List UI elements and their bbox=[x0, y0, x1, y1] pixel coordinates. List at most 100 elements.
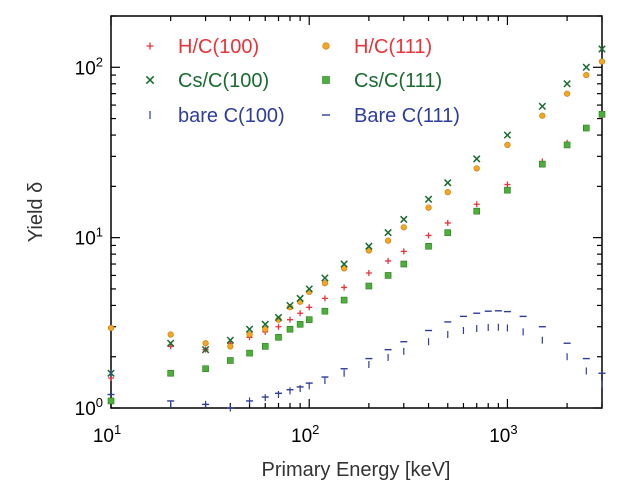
data-point bbox=[504, 141, 511, 149]
data-point bbox=[166, 339, 175, 347]
data-point bbox=[146, 42, 154, 50]
series-3 bbox=[107, 110, 606, 405]
data-point bbox=[473, 201, 480, 208]
legend-item: bare C(100) bbox=[149, 105, 285, 127]
data-point bbox=[167, 343, 174, 350]
data-point bbox=[306, 304, 313, 311]
data-point bbox=[321, 274, 329, 282]
data-point bbox=[322, 76, 330, 84]
series-4 bbox=[110, 323, 603, 412]
legend-label: Cs/C(100) bbox=[178, 70, 269, 92]
data-point bbox=[583, 71, 590, 79]
legend-label: Bare C(111) bbox=[354, 105, 460, 127]
legend-label: Cs/C(111) bbox=[354, 70, 442, 92]
data-point bbox=[227, 343, 234, 350]
data-point bbox=[538, 102, 547, 111]
x-tick-label: 102 bbox=[291, 422, 319, 447]
data-point bbox=[227, 357, 234, 364]
data-point bbox=[583, 124, 590, 132]
data-point bbox=[201, 345, 210, 354]
data-point bbox=[262, 326, 269, 333]
data-point bbox=[400, 215, 408, 224]
data-point bbox=[305, 316, 313, 323]
data-point bbox=[539, 112, 546, 119]
data-point bbox=[444, 189, 451, 196]
data-point bbox=[384, 228, 392, 237]
x-tick-label: 101 bbox=[93, 422, 121, 447]
legend-label: bare C(100) bbox=[178, 105, 285, 127]
data-point bbox=[275, 323, 282, 330]
data-point bbox=[246, 331, 253, 338]
data-point bbox=[107, 324, 115, 332]
data-point bbox=[400, 248, 407, 255]
data-point bbox=[444, 229, 452, 236]
data-point bbox=[365, 247, 372, 254]
data-point bbox=[296, 320, 304, 328]
legend-item: Bare C(111) bbox=[322, 105, 460, 127]
data-point bbox=[472, 155, 481, 163]
data-point bbox=[261, 320, 269, 329]
data-point bbox=[167, 369, 174, 377]
y-tick-label: 100 bbox=[75, 395, 103, 420]
legend-item: Cs/C(111) bbox=[322, 70, 442, 92]
data-point bbox=[286, 301, 294, 310]
y-tick-label: 101 bbox=[75, 225, 103, 250]
data-point bbox=[400, 260, 408, 268]
x-axis-label: Primary Energy [keV] bbox=[262, 459, 451, 481]
x-tick-label: 103 bbox=[489, 422, 517, 447]
data-point bbox=[563, 80, 571, 88]
data-point bbox=[340, 296, 348, 304]
data-point bbox=[275, 334, 282, 341]
data-point bbox=[322, 42, 330, 50]
data-point bbox=[504, 186, 511, 194]
series-5 bbox=[107, 310, 606, 409]
data-point bbox=[444, 219, 451, 226]
data-point bbox=[598, 45, 606, 53]
legend: H/C(100) H/C(111) Cs/C(100) Cs/C(111) bare C… bbox=[145, 36, 460, 127]
data-point bbox=[321, 295, 328, 302]
data-point bbox=[340, 260, 348, 268]
data-point bbox=[245, 325, 254, 333]
data-point bbox=[598, 58, 606, 65]
legend-item: H/C(100) bbox=[146, 36, 259, 58]
data-point bbox=[365, 242, 373, 250]
data-point bbox=[563, 90, 571, 97]
data-point bbox=[425, 204, 432, 211]
data-point bbox=[582, 63, 591, 72]
data-point bbox=[473, 165, 480, 172]
legend-item: Cs/C(100) bbox=[145, 70, 269, 92]
data-point bbox=[341, 265, 348, 272]
y-tick-label: 102 bbox=[75, 54, 103, 79]
data-point bbox=[297, 310, 304, 317]
data-point bbox=[598, 110, 606, 118]
plot-area bbox=[110, 15, 603, 409]
data-point bbox=[274, 313, 283, 322]
legend-item: H/C(111) bbox=[322, 36, 432, 58]
data-point bbox=[341, 284, 348, 291]
data-point bbox=[539, 160, 546, 168]
legend-label: H/C(100) bbox=[178, 36, 259, 58]
data-point bbox=[504, 181, 511, 188]
data-point bbox=[145, 75, 155, 85]
y-axis-label: Yield δ bbox=[25, 182, 47, 242]
data-point bbox=[246, 349, 253, 357]
data-point bbox=[321, 280, 329, 287]
legend-label: H/C(111) bbox=[354, 36, 432, 58]
data-point bbox=[286, 325, 294, 333]
data-point bbox=[365, 282, 373, 290]
data-point bbox=[444, 179, 452, 187]
data-point bbox=[385, 257, 392, 264]
data-point bbox=[321, 307, 329, 315]
data-point bbox=[287, 316, 294, 323]
data-point bbox=[400, 224, 407, 231]
data-point bbox=[167, 331, 174, 338]
data-point bbox=[305, 285, 313, 293]
data-point bbox=[202, 365, 209, 373]
data-point bbox=[296, 294, 304, 303]
data-point bbox=[365, 270, 372, 277]
series-layer bbox=[107, 45, 606, 412]
data-point bbox=[425, 242, 432, 250]
data-point bbox=[425, 232, 432, 239]
